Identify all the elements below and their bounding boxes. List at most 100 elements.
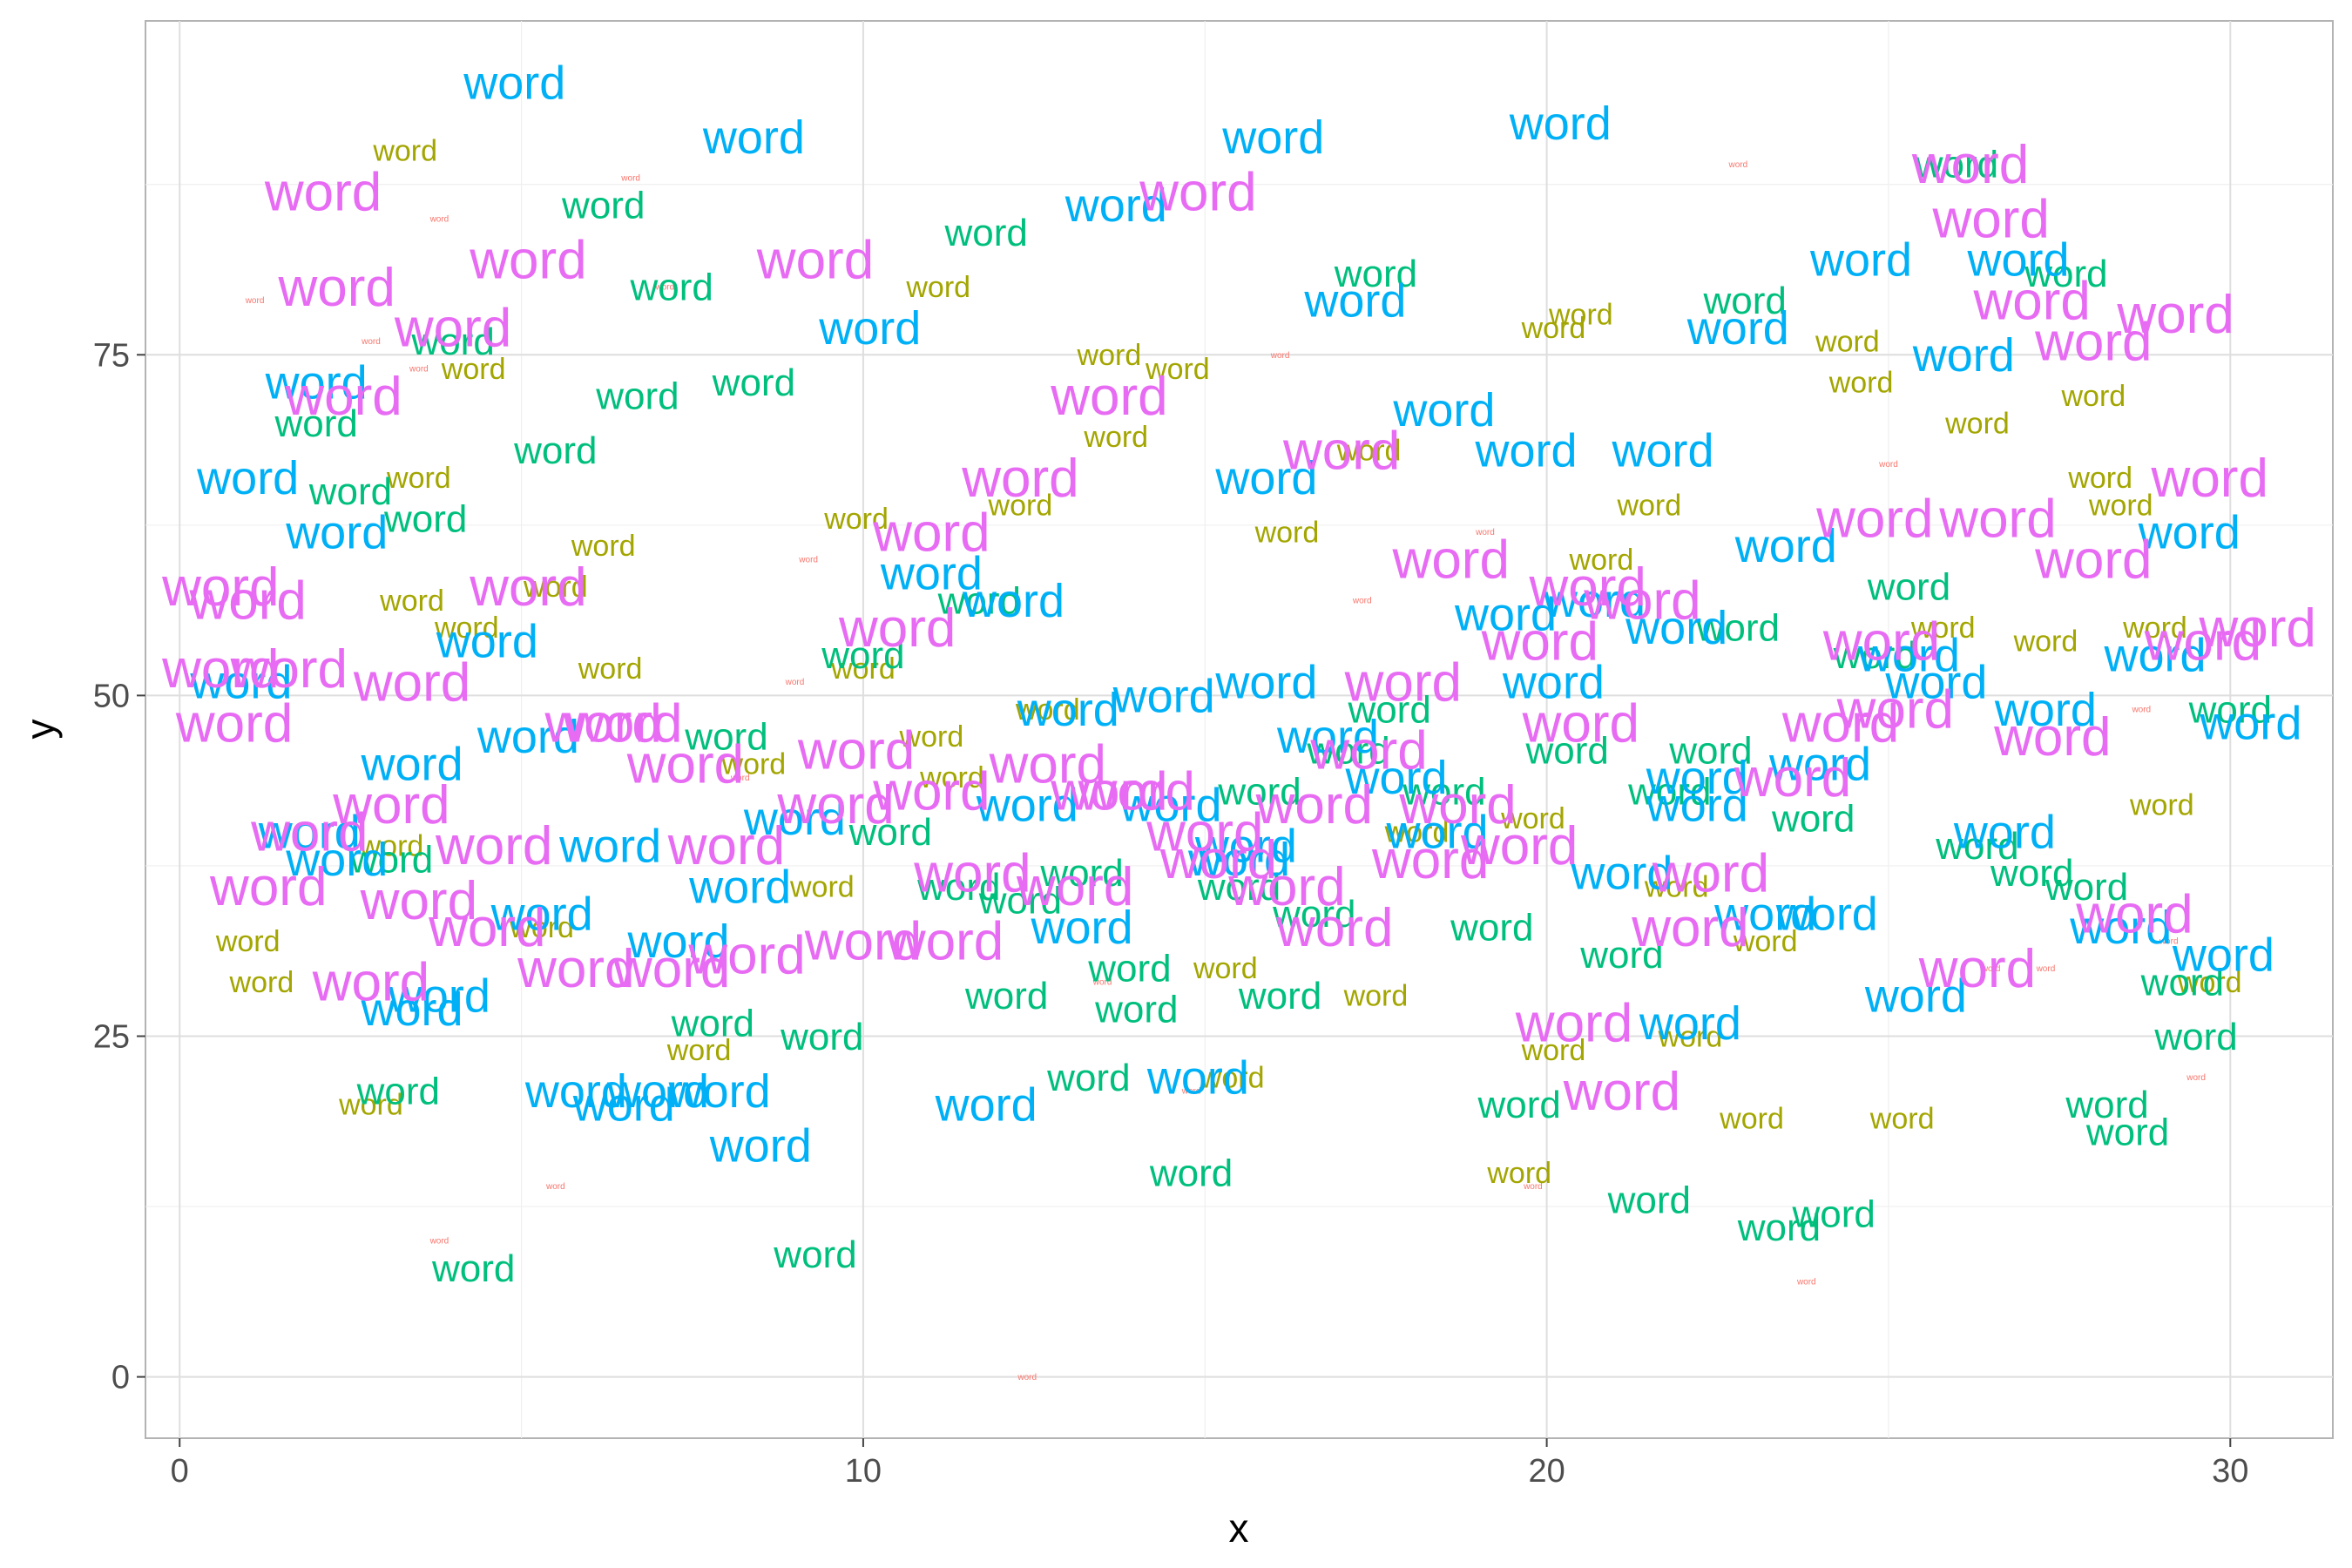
word-point: word [1197,866,1281,909]
word-point: word [1077,339,1142,372]
word-point: word [1522,693,1639,754]
x-tick-label: 20 [1528,1453,1565,1490]
word-point: word [743,793,846,845]
word-point: word [780,1016,863,1058]
word-point: word [1815,490,1933,550]
word-point: word [386,462,451,495]
word-point: word [2065,1084,2148,1126]
x-tick-label: 0 [171,1453,189,1490]
word-point: word [379,585,444,618]
word-point: word [1454,588,1557,640]
word-point: word [544,693,662,754]
word-point: word [476,711,579,763]
word-point: word [258,807,361,859]
word-point: word [436,616,538,668]
word-point: word [1884,657,1987,709]
word-point: word [561,185,645,227]
word-point: word [361,337,381,347]
word-point: word [1521,1034,1586,1067]
word-point: word [1809,234,1912,287]
word-point: word [1145,353,1210,386]
word-point: word [264,162,382,222]
word-point: word [2034,312,2152,372]
word-point: word [626,734,744,794]
y-tick-label: 0 [112,1360,130,1396]
word-point: word [1967,234,2070,287]
word-point: word [1646,779,1748,831]
word-point: word [2129,788,2194,821]
major-grid [145,21,2333,1438]
word-point: word [1668,729,1752,772]
word-point: word [988,489,1053,522]
word-point: word [886,912,1004,972]
word-point: word [1272,893,1355,936]
word-point: word [1768,739,1871,791]
word-point: word [250,803,368,863]
word-point: word [1017,684,1119,736]
word-point: word [1938,490,2056,550]
word-point: word [1994,684,2097,736]
word-point: word [469,230,586,290]
x-axis: 0 10 20 30 [171,1438,2248,1490]
word-point: word [361,983,463,1036]
word-point: word [1775,889,1878,941]
word-point: word [1990,852,2073,895]
word-point: word [964,975,1048,1017]
word-point: word [687,925,805,985]
word-point: word [2013,625,2078,659]
word-point: word [1686,302,1789,355]
word-point: word [1658,1020,1723,1053]
word-point: word [1944,407,2010,440]
word-point: word [797,721,915,781]
word-point: word [1092,977,1112,987]
word-point: word [1713,889,1816,941]
word-point: word [1344,752,1447,804]
word-point: word [1953,807,2056,859]
word-point: word [1781,693,1899,754]
word-point: word [1867,566,1950,609]
word-point: word [1276,711,1379,763]
x-axis-title: x [1229,1505,1249,1551]
word-point: word [684,716,767,759]
word-point: word [524,1065,627,1118]
word-point: word [1857,629,1960,681]
word-point: word [429,1237,449,1247]
word-point: word [1864,970,1967,1022]
word-point: word [189,657,292,709]
word-point: word [2144,612,2261,672]
word-point: word [1017,1373,1037,1382]
word-point: word [899,720,964,754]
word-point: word [564,693,682,754]
word-point: word [1524,729,1608,772]
y-tick-label: 75 [93,337,130,374]
word-point: word [1644,870,1709,903]
word-point: word [1569,544,1634,577]
word-point: word [627,916,730,968]
word-point: word [1149,1152,1233,1194]
word-point: word [361,739,463,791]
word-point: word [545,1182,565,1192]
word-point: word [1371,830,1489,890]
word-point: word [1515,994,1632,1054]
word-point: word [2140,961,2224,1004]
word-point: word [441,353,506,386]
word-point: word [2177,966,2242,999]
word-point: word [1078,762,1195,822]
word-point: word [1214,657,1317,709]
word-point: word [513,429,597,472]
word-point: word [1631,898,1748,958]
word-point: word [312,953,429,1013]
word-point: word [1828,366,1894,399]
word-point: word [789,870,855,903]
word-point: word [1303,275,1406,328]
word-point: word [1702,280,1786,322]
word-point: word [2153,1016,2237,1058]
word-point: word [730,774,750,783]
word-point: word [1583,571,1700,632]
word-point: word [1344,652,1462,713]
word-point: word [2044,866,2128,909]
word-point: word [1646,752,1748,804]
word-point: word [905,271,970,304]
word-point: word [349,839,433,882]
word-point: word [773,1233,856,1276]
